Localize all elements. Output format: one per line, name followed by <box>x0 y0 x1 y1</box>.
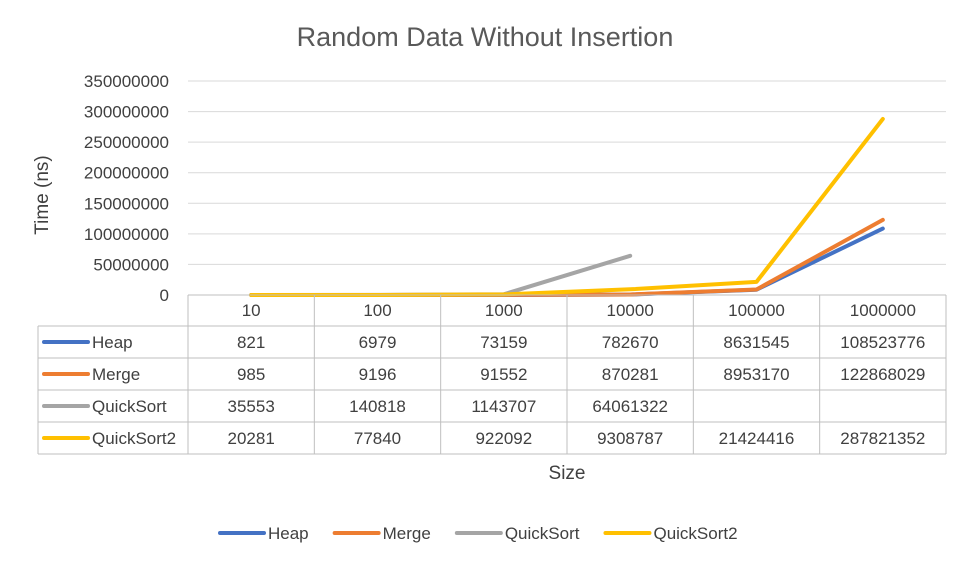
y-tick-label: 200000000 <box>84 164 169 183</box>
table-cell-value: 8953170 <box>723 365 789 384</box>
chart-title: Random Data Without Insertion <box>297 22 674 52</box>
table-cell-value: 870281 <box>602 365 659 384</box>
x-tick-label: 1000 <box>485 301 523 320</box>
legend: Heap Merge QuickSort QuickSort2 <box>218 524 738 543</box>
legend-label: Merge <box>383 524 431 543</box>
x-tick-label: 1000000 <box>850 301 916 320</box>
table-cell-value: 9308787 <box>597 429 663 448</box>
legend-label: Heap <box>268 524 309 543</box>
table-cell-value: 64061322 <box>592 397 668 416</box>
x-tick-label: 100000 <box>728 301 785 320</box>
y-tick-label: 150000000 <box>84 194 169 213</box>
table-cell-value: 20281 <box>228 429 275 448</box>
table-series-name: Heap <box>92 333 133 352</box>
table-cell-value: 6979 <box>359 333 397 352</box>
table-cell-value: 35553 <box>228 397 275 416</box>
legend-label: QuickSort <box>505 524 580 543</box>
y-tick-label: 300000000 <box>84 103 169 122</box>
table-series-name: QuickSort <box>92 397 167 416</box>
y-tick-label: 100000000 <box>84 225 169 244</box>
table-cell-value: 140818 <box>349 397 406 416</box>
table-cell-value: 1143707 <box>471 397 536 416</box>
table-cell-value: 8631545 <box>723 333 789 352</box>
y-tick-label: 350000000 <box>84 72 169 91</box>
table-series-name: Merge <box>92 365 140 384</box>
legend-label: QuickSort2 <box>653 524 737 543</box>
data-table: 10 100 1000 10000 100000 1000000 Heap 821 6979 73… <box>37 294 947 455</box>
table-cell-value: 91552 <box>480 365 527 384</box>
x-tick-label: 10 <box>242 301 261 320</box>
x-tick-label: 100 <box>363 301 391 320</box>
table-cell-value: 287821352 <box>840 429 925 448</box>
y-tick-label: 50000000 <box>93 255 169 274</box>
y-tick-label: 0 <box>160 286 169 305</box>
table-cell-value: 821 <box>237 333 265 352</box>
x-axis-label: Size <box>549 463 586 484</box>
table-cell-value: 9196 <box>359 365 397 384</box>
x-tick-label: 10000 <box>607 301 654 320</box>
table-series-name: QuickSort2 <box>92 429 176 448</box>
table-cell-value: 21424416 <box>719 429 795 448</box>
table-cell-value: 77840 <box>354 429 401 448</box>
y-axis: 0 50000000 100000000 150000000 200000000 2500… <box>84 72 169 305</box>
table-cell-value: 73159 <box>480 333 527 352</box>
table-cell-value: 922092 <box>475 429 532 448</box>
y-axis-label: Time (ns) <box>32 155 53 235</box>
y-tick-label: 250000000 <box>84 133 169 152</box>
table-cell-value: 985 <box>237 365 265 384</box>
table-cell-value: 122868029 <box>840 365 925 384</box>
table-cell-value: 782670 <box>602 333 659 352</box>
table-cell-value: 108523776 <box>840 333 925 352</box>
